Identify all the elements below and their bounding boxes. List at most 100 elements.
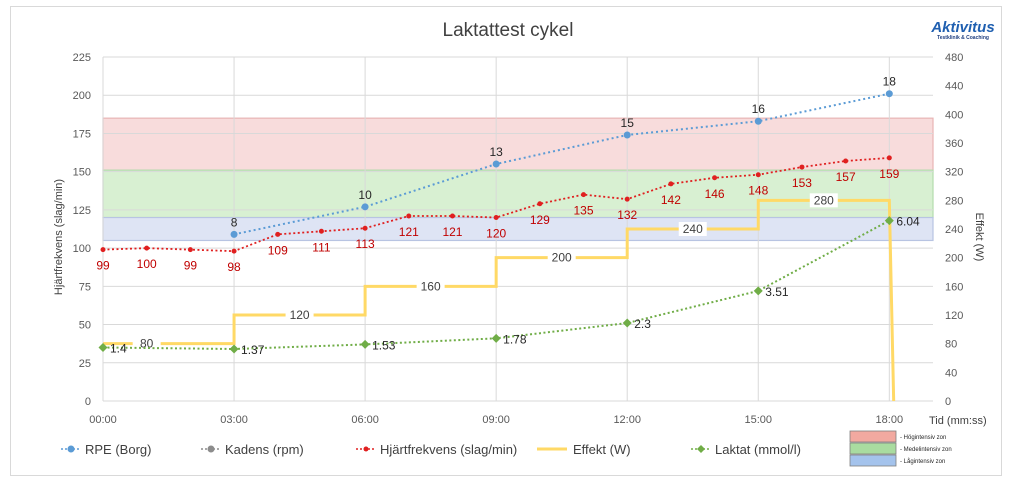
laktat-point <box>753 286 763 296</box>
y2-axis-label: Effekt (W) <box>973 213 985 262</box>
heart-rate-label: 98 <box>227 260 241 274</box>
heart-rate-point <box>755 172 761 178</box>
laktat-label: 1.37 <box>241 343 265 357</box>
y-tick-label: 125 <box>73 205 91 217</box>
rpe-label: 13 <box>489 145 503 159</box>
y2-tick-label: 480 <box>945 52 963 64</box>
heart-rate-label: 121 <box>399 225 419 239</box>
heart-rate-label: 142 <box>661 193 681 207</box>
lactate-test-chart: Laktattest cykel Aktivitus Testklinik & … <box>53 19 995 467</box>
heart-rate-point <box>843 158 849 164</box>
rpe-label: 10 <box>358 188 372 202</box>
effekt-label-bg <box>285 308 314 322</box>
heart-rate-point <box>493 215 499 221</box>
effekt-label-bg <box>809 193 838 208</box>
zone-legend-label: - Högintensiv zon <box>900 435 946 441</box>
axis-layer: 0 25 50 75 100 125 150 175 200 225 0 40 80 120 160 200 2… <box>73 52 964 426</box>
laktat-point <box>360 339 370 349</box>
heart-rate-label: 159 <box>879 167 899 181</box>
effekt-label: 120 <box>290 308 310 322</box>
heart-rate-point <box>449 213 455 219</box>
y2-tick-label: 0 <box>945 396 951 408</box>
heart-rate-label: 121 <box>442 225 462 239</box>
legend-label: RPE (Borg) <box>85 442 151 457</box>
heart-rate-point <box>187 247 193 253</box>
laktat-label: 2.3 <box>634 317 651 331</box>
zone-legend-swatch <box>849 442 897 455</box>
rpe-point <box>885 90 893 98</box>
heart-rate-point <box>668 181 674 187</box>
zone-legend-label: - Lågintensiv zon <box>900 458 945 465</box>
rpe-label: 16 <box>752 102 766 116</box>
y2-tick-label: 80 <box>945 339 957 351</box>
heart-rate-point <box>275 231 281 237</box>
zone-legend: - Högintensiv zon - Medelintensiv zon - Lå… <box>849 430 952 467</box>
y2-tick-label: 400 <box>945 109 963 121</box>
laktat-label: 1.4 <box>110 341 127 355</box>
y2-tick-label: 200 <box>945 253 963 265</box>
effekt-label: 80 <box>140 337 154 351</box>
x-tick-label: 03:00 <box>220 414 248 426</box>
y2-tick-label: 440 <box>945 81 963 93</box>
x-tick-label: 18:00 <box>876 414 904 426</box>
x-tick-label: 06:00 <box>351 414 379 426</box>
laktat-label: 1.78 <box>503 332 527 346</box>
y-tick-label: 50 <box>79 320 91 332</box>
heart-rate-label: 109 <box>268 243 288 257</box>
effekt-label: 240 <box>683 222 703 236</box>
rpe-point <box>754 117 762 125</box>
heart-rate-point <box>100 247 106 253</box>
heart-rate-label: 99 <box>96 259 110 273</box>
y-axis-label: Hjärtfrekvens (slag/min) <box>53 179 65 295</box>
y2-tick-label: 320 <box>945 167 963 179</box>
effekt-line <box>103 198 896 402</box>
legend-label: Hjärtfrekvens (slag/min) <box>380 442 517 457</box>
y-tick-label: 25 <box>79 358 91 370</box>
heart-rate-label: 157 <box>836 170 856 184</box>
legend-label: Effekt (W) <box>573 442 631 457</box>
legend: RPE (Borg) Kadens (rpm) Hjärtfrekvens (sla… <box>61 442 801 457</box>
zone-legend-label: - Medelintensiv zon <box>900 447 952 453</box>
heart-rate-label: 153 <box>792 176 812 190</box>
rpe-label: 15 <box>621 116 635 130</box>
laktat-point <box>884 216 894 226</box>
heart-rate-label: 132 <box>617 208 637 222</box>
zone-band-3 <box>102 216 934 242</box>
effekt-label-bg <box>416 279 445 294</box>
effekt-label-bg <box>678 222 707 236</box>
legend-swatch <box>363 446 369 452</box>
y2-tick-label: 280 <box>945 195 963 207</box>
series-layer: 80 120 160 200 240 280 8 10 13 15 16 18 99 100 99 98 109… <box>96 75 920 402</box>
legend-label: Kadens (rpm) <box>225 442 304 457</box>
heart-rate-label: 100 <box>137 257 157 271</box>
laktat-point <box>622 318 632 328</box>
x-tick-label: 09:00 <box>482 414 510 426</box>
y2-tick-label: 160 <box>945 281 963 293</box>
heart-rate-label: 148 <box>748 184 768 198</box>
zone-legend-swatch <box>849 454 897 467</box>
heart-rate-label: 111 <box>312 240 331 254</box>
heart-rate-point <box>362 225 368 231</box>
laktat-label: 1.53 <box>372 338 396 352</box>
rpe-label: 18 <box>883 75 897 89</box>
laktat-point <box>229 344 239 354</box>
heart-rate-point <box>144 245 150 251</box>
x-tick-label: 00:00 <box>89 414 117 426</box>
effekt-label: 280 <box>814 193 834 207</box>
heart-rate-point <box>712 175 718 181</box>
y-tick-label: 175 <box>73 128 91 140</box>
chart-title: Laktattest cykel <box>443 20 574 41</box>
effekt-label-bg <box>547 250 576 265</box>
rpe-point <box>361 203 369 211</box>
heart-rate-label: 120 <box>486 227 506 241</box>
legend-swatch <box>207 445 215 453</box>
rpe-point <box>230 230 238 238</box>
laktat-point <box>491 333 501 343</box>
heart-rate-point <box>231 248 237 254</box>
y2-tick-label: 120 <box>945 310 963 322</box>
heart-rate-label: 99 <box>184 259 198 273</box>
heart-rate-point <box>581 192 587 198</box>
zone-band-1 <box>102 117 934 171</box>
rpe-label: 8 <box>231 215 238 229</box>
effekt-label: 200 <box>552 251 572 265</box>
